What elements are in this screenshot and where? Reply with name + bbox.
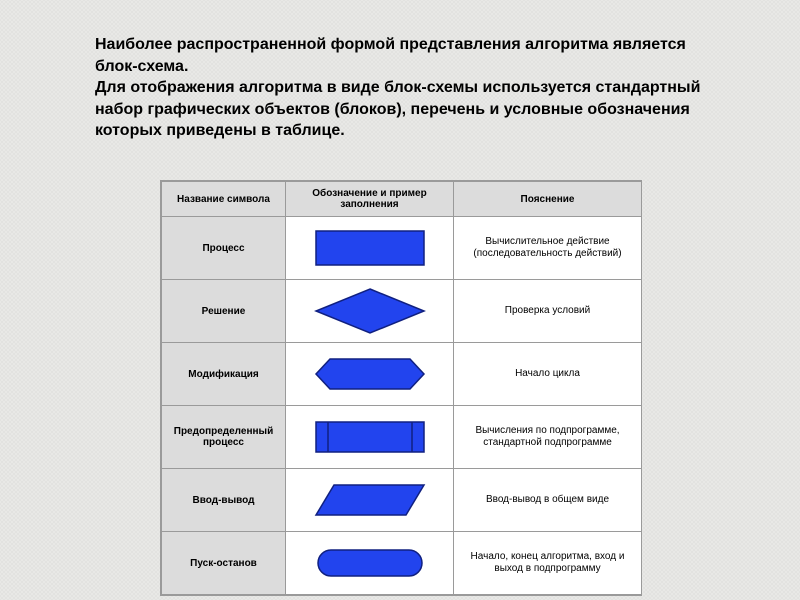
header-desc: Пояснение xyxy=(454,182,642,217)
table: Название символа Обозначение и пример за… xyxy=(161,181,642,595)
row-desc: Начало цикла xyxy=(454,343,642,406)
header-name: Название символа xyxy=(162,182,286,217)
predefined-icon xyxy=(286,406,454,469)
terminator-icon xyxy=(286,532,454,595)
row-name: Ввод-вывод xyxy=(162,469,286,532)
row-desc: Ввод-вывод в общем виде xyxy=(454,469,642,532)
intro-text: Наиболее распространенной формой предста… xyxy=(95,34,715,142)
decision-icon xyxy=(286,280,454,343)
row-desc: Вычисления по подпрограмме, стандартной … xyxy=(454,406,642,469)
io-icon xyxy=(286,469,454,532)
row-desc: Проверка условий xyxy=(454,280,642,343)
symbol-table: Название символа Обозначение и пример за… xyxy=(160,180,642,596)
row-name: Предопределенный процесс xyxy=(162,406,286,469)
row-name: Пуск-останов xyxy=(162,532,286,595)
table-row: Предопределенный процесс Вычисления по п… xyxy=(162,406,642,469)
table-header-row: Название символа Обозначение и пример за… xyxy=(162,182,642,217)
table-row: Пуск-останов Начало, конец алгоритма, вх… xyxy=(162,532,642,595)
row-name: Модификация xyxy=(162,343,286,406)
row-desc: Начало, конец алгоритма, вход и выход в … xyxy=(454,532,642,595)
intro-line2: Для отображения алгоритма в виде блок-сх… xyxy=(95,79,700,139)
modification-icon xyxy=(286,343,454,406)
intro-line1: Наиболее распространенной формой предста… xyxy=(95,36,686,75)
row-name: Решение xyxy=(162,280,286,343)
row-name: Процесс xyxy=(162,217,286,280)
row-desc: Вычислительное действие (последовательно… xyxy=(454,217,642,280)
table-row: Решение Проверка условий xyxy=(162,280,642,343)
header-shape: Обозначение и пример заполнения xyxy=(286,182,454,217)
table-row: Процесс Вычислительное действие (последо… xyxy=(162,217,642,280)
process-icon xyxy=(286,217,454,280)
table-row: Модификация Начало цикла xyxy=(162,343,642,406)
table-row: Ввод-вывод Ввод-вывод в общем виде xyxy=(162,469,642,532)
